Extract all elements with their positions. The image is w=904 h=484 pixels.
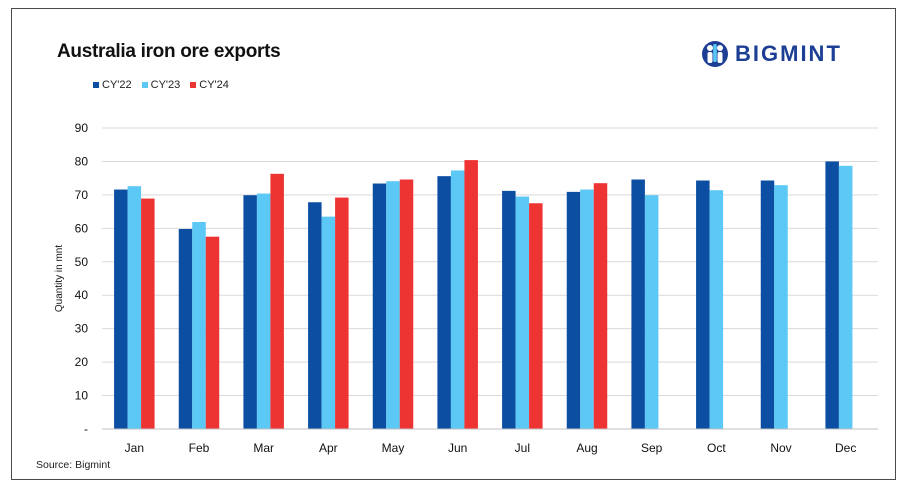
legend-swatch-cy24 [190,82,197,88]
bar-cy22-may [372,183,387,429]
bar-cy22-mar [243,195,257,429]
bar-cy24-jan [141,198,155,429]
y-tick-label: 90 [75,121,89,135]
y-axis-label: Quantity in mnt [54,245,65,312]
bar-cy23-feb [192,221,206,429]
y-tick-label: 50 [75,255,89,269]
bar-cy22-feb [178,229,193,429]
bar-cy24-aug [593,183,608,429]
bar-cy24-may [399,179,414,429]
bar-cy23-jul [515,196,530,429]
bar-cy24-feb [205,236,220,429]
bigmint-logo-icon [702,41,728,67]
bar-cy22-jan [114,189,128,429]
x-tick-label: Dec [835,441,856,455]
bar-cy23-jan [127,186,142,429]
legend-label-cy23: CY'23 [150,79,181,91]
legend-item-cy23: CY'23 [141,79,181,91]
bar-cy22-jun [437,176,451,429]
x-tick-label: Aug [576,441,597,455]
bar-cy23-oct [709,190,724,429]
x-tick-label: Jun [448,441,467,455]
bar-cy24-jul [529,203,543,429]
bar-cy24-apr [335,197,349,429]
y-tick-label: - [84,422,88,436]
bar-cy23-may [386,181,400,429]
bar-cy22-nov [760,180,775,429]
y-tick-label: 80 [75,154,89,168]
x-tick-label: Feb [189,441,210,455]
bar-cy24-jun [464,160,478,429]
legend-swatch-cy22 [93,82,99,88]
bar-cy22-jul [502,190,516,429]
y-tick-label: 60 [75,221,89,235]
source-note: Source: Bigmint [36,459,111,471]
y-tick-label: 10 [75,389,89,403]
legend-label-cy24: CY'24 [199,79,229,91]
x-tick-label: Apr [319,441,338,455]
gridlines [102,127,878,397]
legend-item-cy24: CY'24 [190,79,229,91]
y-tick-label: 20 [75,355,89,369]
x-tick-label: Jan [125,441,144,455]
legend-swatch-cy23 [141,82,148,88]
bar-cy23-aug [580,189,594,429]
y-tick-label: 40 [75,288,89,302]
x-tick-label: Mar [253,441,274,455]
y-tick-label: 70 [75,188,89,202]
x-tick-label: Oct [707,441,726,455]
bar-cy23-jun [450,170,465,430]
bar-cy22-sep [631,179,645,429]
bigmint-logo-text: BIGMINT [735,41,842,66]
x-axis-ticks: Jan Feb Mar Apr May Jun Jul Aug Sep Oct Nov Dec [125,441,857,455]
x-tick-label: Jul [515,441,530,455]
bigmint-logo: BIGMINT [701,36,842,72]
y-axis-ticks: - 10 20 30 40 50 60 70 80 90 [75,121,89,436]
bars [114,160,853,430]
bar-cy22-oct [696,180,710,429]
x-tick-label: May [382,441,405,455]
bar-cy22-apr [308,202,322,429]
bar-cy23-nov [774,185,788,429]
legend-label-cy22: CY'22 [102,79,132,91]
chart-title: Australia iron ore exports [57,41,281,62]
chart-legend: CY'22 CY'23 CY'24 [93,79,229,91]
x-tick-label: Nov [770,441,791,455]
bar-cy22-dec [825,161,839,429]
legend-item-cy22: CY'22 [93,79,132,91]
y-tick-label: 30 [75,322,89,336]
bar-cy23-dec [838,165,853,429]
bar-cy23-mar [256,193,271,429]
bar-cy23-sep [644,195,659,429]
bar-cy22-aug [566,191,581,429]
bar-cy23-apr [321,216,336,429]
bar-cy24-mar [270,173,284,429]
x-tick-label: Sep [641,441,663,455]
